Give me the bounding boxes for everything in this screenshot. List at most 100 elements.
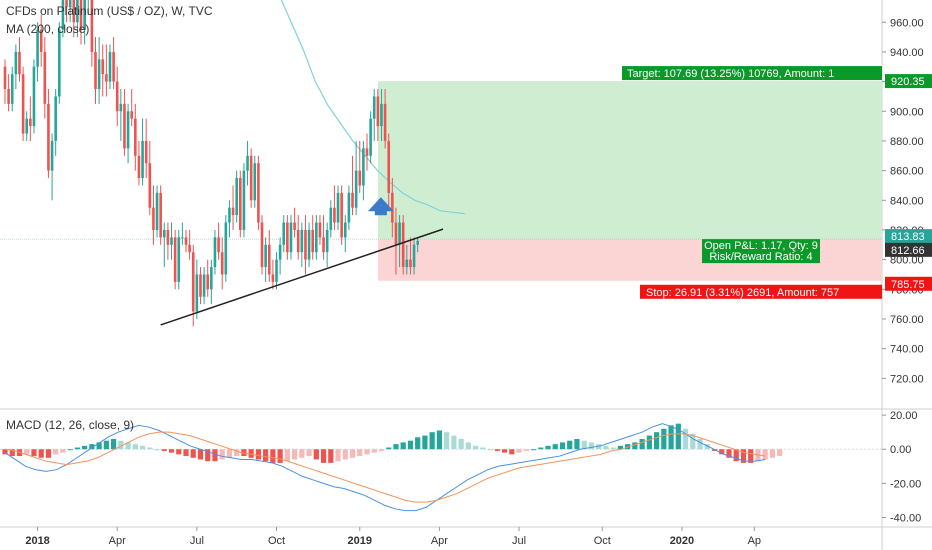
target-label-box: [622, 66, 882, 81]
price-tick-label: 900.00: [890, 106, 924, 118]
macd-histogram-bar: [306, 449, 312, 457]
candle-body: [304, 229, 307, 260]
price-tick-label: 720.00: [890, 373, 924, 385]
candle-body: [286, 222, 289, 253]
candle-body: [134, 118, 137, 156]
macd-histogram-bar: [545, 445, 551, 450]
candle-body: [369, 118, 372, 156]
candle-body: [391, 192, 394, 223]
macd-histogram-bar: [176, 449, 182, 455]
macd-histogram-bar: [154, 449, 160, 451]
macd-histogram-bar: [234, 449, 240, 457]
candle-body: [101, 59, 105, 75]
candle-body: [347, 192, 351, 223]
macd-histogram-bar: [632, 442, 638, 450]
macd-legend[interactable]: MACD (12, 26, close, 9): [6, 418, 135, 432]
macd-histogram-bar: [284, 449, 290, 462]
macd-histogram-bar: [465, 442, 471, 450]
candle-body: [97, 59, 101, 90]
candle-body: [173, 237, 177, 282]
candle-body: [228, 207, 231, 223]
macd-histogram-bar: [89, 444, 95, 450]
macd-histogram-bar: [147, 447, 153, 450]
candle-body: [394, 222, 398, 245]
candle-body: [336, 192, 340, 223]
time-tick-label: Jul: [190, 535, 204, 547]
candle-body: [358, 170, 362, 186]
price-badge: [885, 242, 932, 257]
price-badge: [885, 229, 932, 244]
macd-histogram-bar: [313, 449, 319, 460]
candle-body: [72, 0, 76, 23]
macd-histogram-bar: [248, 449, 254, 458]
candle-body: [376, 96, 380, 127]
ma-line: [280, 0, 465, 215]
candle-body: [210, 267, 213, 290]
candle-body: [231, 207, 235, 216]
candle-body: [383, 103, 387, 141]
macd-histogram-bar: [74, 447, 80, 450]
macd-histogram-bar: [393, 444, 399, 450]
candle-body: [162, 229, 166, 238]
candle-body: [155, 192, 159, 230]
candle-body: [260, 222, 264, 268]
candle-body: [170, 237, 173, 245]
macd-histogram-bar: [161, 449, 167, 451]
candle-body: [10, 74, 14, 104]
ma-legend[interactable]: MA (200, close): [6, 22, 90, 36]
candle-body: [43, 51, 47, 104]
macd-histogram-bar: [320, 449, 327, 463]
macd-tick-label: 20.00: [890, 410, 918, 422]
candle-body: [343, 222, 347, 238]
time-tick-label: 2019: [348, 535, 372, 547]
candle-body: [108, 51, 112, 82]
macd-histogram-bar: [726, 449, 732, 458]
candle-body: [362, 148, 365, 186]
symbol-legend[interactable]: CFDs on Platinum (US$ / OZ), W, TVC: [6, 4, 213, 18]
macd-histogram-bar: [581, 440, 587, 450]
candle-body: [58, 29, 61, 97]
candle-body: [340, 192, 343, 238]
macd-histogram-bar: [335, 449, 341, 462]
time-tick-label: Oct: [594, 535, 611, 547]
candle-body: [239, 178, 242, 230]
macd-histogram-bar: [451, 435, 457, 450]
candle-body: [144, 140, 148, 164]
candle-body: [159, 192, 162, 238]
macd-histogram-bar: [509, 449, 515, 455]
macd-histogram-bar: [38, 449, 44, 458]
macd-histogram-bar: [762, 449, 768, 460]
candle-body: [126, 111, 130, 149]
macd-histogram-bar: [183, 449, 189, 457]
candle-body: [184, 237, 188, 245]
candle-body: [322, 237, 325, 253]
candle-body: [354, 170, 358, 208]
candle-body: [32, 66, 36, 127]
candle-body: [275, 259, 278, 282]
macd-histogram-bar: [559, 442, 566, 450]
macd-histogram-bar: [31, 449, 37, 457]
macd-histogram-bar: [769, 449, 776, 458]
candle-body: [315, 222, 318, 253]
candle-body: [123, 103, 126, 149]
price-badge: [885, 74, 932, 89]
candle-body: [199, 274, 202, 297]
time-tick-label: Apr: [431, 535, 448, 547]
candle-body: [47, 103, 50, 171]
candle-body: [21, 74, 25, 134]
macd-histogram-bar: [733, 449, 739, 462]
candle-body: [293, 222, 296, 230]
macd-tick-label: -40.00: [890, 512, 921, 524]
macd-histogram-bar: [458, 439, 464, 450]
candle-body: [409, 259, 412, 268]
macd-histogram-bar: [357, 449, 363, 457]
macd-histogram-bar: [67, 449, 73, 451]
candle-body: [289, 222, 293, 253]
candle-body: [206, 274, 210, 290]
stop-label-box: [640, 284, 882, 299]
candle-body: [307, 229, 311, 260]
macd-histogram-bar: [415, 437, 421, 450]
macd-line: [4, 423, 766, 512]
